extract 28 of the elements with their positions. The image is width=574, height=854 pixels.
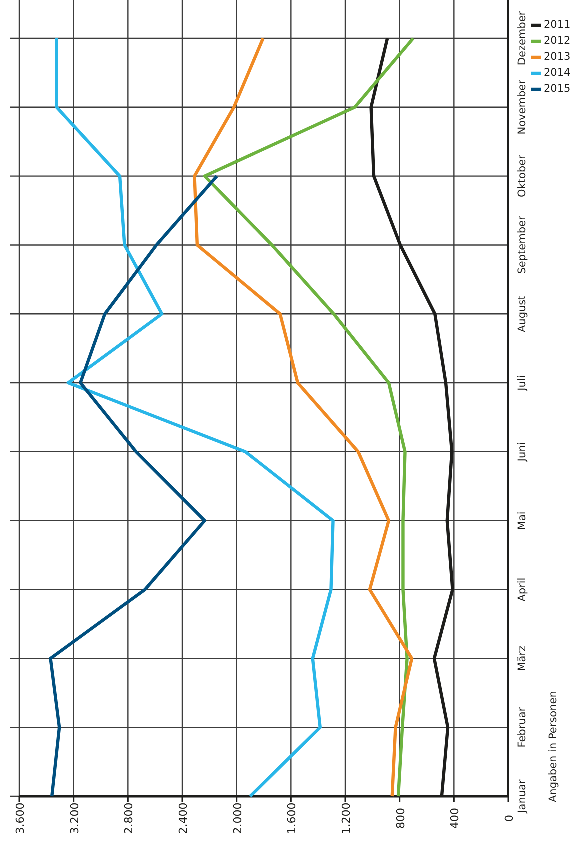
x-tick-label: 2.800 xyxy=(122,802,136,834)
y-tick-label: Juli xyxy=(516,375,528,392)
legend-label: 2011 xyxy=(544,18,571,32)
legend-label: 2013 xyxy=(544,50,571,64)
legend-label: 2014 xyxy=(544,66,571,80)
y-tick-label: Januar xyxy=(516,779,528,814)
y-tick-label: Mai xyxy=(516,512,528,530)
text: Angaben in Personen xyxy=(548,691,560,802)
legend-label: 2015 xyxy=(544,82,571,96)
x-tick-label: 400 xyxy=(448,808,462,829)
y-tick-label: Februar xyxy=(516,706,528,748)
x-tick-label: 800 xyxy=(394,808,408,829)
y-tick-label: April xyxy=(516,578,528,602)
y-tick-label: November xyxy=(516,79,528,135)
legend-label: 2012 xyxy=(544,34,571,48)
y-tick-label: Oktober xyxy=(516,154,528,198)
y-tick-label: März xyxy=(516,646,528,672)
x-tick-label: 1.200 xyxy=(340,802,353,834)
x-tick-label: 3.600 xyxy=(14,802,27,834)
x-tick-label: 3.200 xyxy=(68,802,82,834)
y-tick-label: September xyxy=(516,216,528,274)
y-tick-label: August xyxy=(516,296,528,333)
x-tick-label: 2.000 xyxy=(231,802,244,834)
y-tick-label: Juni xyxy=(516,442,528,463)
x-tick-label: 1.600 xyxy=(286,802,299,834)
x-tick-label: 2.400 xyxy=(177,802,190,834)
y-tick-label: Dezember xyxy=(516,10,528,66)
x-tick-label: 0 xyxy=(503,815,516,822)
